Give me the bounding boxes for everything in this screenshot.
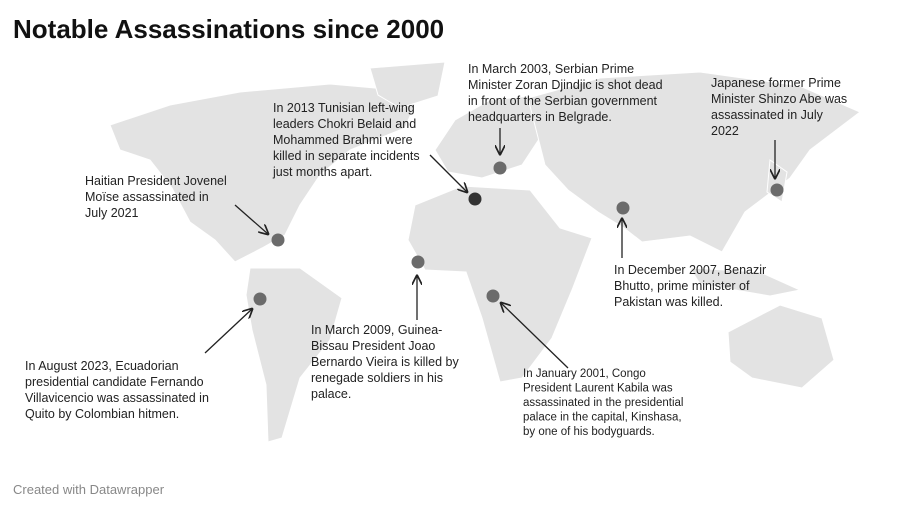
annotation-line: Villavicencio was assassinated in (25, 391, 209, 405)
annotation-line: in front of the Serbian government (468, 94, 658, 108)
annotation-line: presidential candidate Fernando (25, 375, 204, 389)
annotation-line: Minister Shinzo Abe was (711, 92, 847, 106)
footer: Created with Datawrapper (13, 482, 165, 497)
annotation-line: by one of his bodyguards. (523, 426, 655, 438)
annotation-line: Bernardo Vieira is killed by (311, 355, 460, 369)
annotation-line: assassinated in July (711, 108, 824, 122)
australia (727, 304, 835, 389)
annotation-line: Moïse assassinated in (85, 190, 209, 204)
annotation-line: Quito by Colombian hitmen. (25, 407, 179, 421)
annotation-line: Bhutto, prime minister of (614, 279, 750, 293)
location-marker (486, 289, 500, 303)
location-marker (468, 192, 482, 206)
location-marker (271, 233, 285, 247)
annotation-line: headquarters in Belgrade. (468, 110, 612, 124)
annotation-line: In December 2007, Benazir (614, 263, 766, 277)
arrow (234, 204, 268, 234)
europe (434, 95, 546, 179)
title: Notable Assassinations since 2000 (13, 14, 444, 44)
annotation-line: In 2013 Tunisian left-wing (273, 101, 415, 115)
annotation-line: killed in separate incidents (273, 149, 420, 163)
annotation: Haitian President Jovenel Moïse assassina… (85, 174, 268, 234)
arrow (204, 309, 252, 354)
annotation-line: July 2021 (85, 206, 139, 220)
annotation-line: Bissau President Joao (311, 339, 435, 353)
annotation-line: Japanese former Prime (711, 76, 841, 90)
asia (527, 71, 861, 253)
annotation: In March 2009, Guinea- Bissau President J… (311, 276, 460, 401)
annotation: In August 2023, Ecuadorian presidential c… (25, 309, 252, 421)
location-marker (493, 161, 507, 175)
annotation-line: In January 2001, Congo (523, 368, 646, 380)
location-marker (253, 292, 267, 306)
greenland (369, 61, 446, 109)
location-marker (770, 183, 784, 197)
annotation-line: Mohammed Brahmi were (273, 133, 413, 147)
annotation: In January 2001, Congo President Laurent … (501, 303, 683, 438)
annotation-line: palace. (311, 387, 351, 401)
annotation: In March 2003, Serbian Prime Minister Zor… (468, 62, 663, 154)
arrow (501, 303, 569, 369)
annotation-line: assassinated in the presidential (523, 397, 683, 409)
location-marker (411, 255, 425, 269)
annotation-line: Haitian President Jovenel (85, 174, 227, 188)
indonesia (689, 267, 802, 297)
annotation-line: Pakistan was killed. (614, 295, 723, 309)
annotation-line: Minister Zoran Djindjic is shot dead (468, 78, 663, 92)
annotation-line: In March 2009, Guinea- (311, 323, 442, 337)
annotation-line: 2022 (711, 124, 739, 138)
land-masses (109, 61, 861, 443)
annotation: In December 2007, Benazir Bhutto, prime m… (614, 219, 766, 309)
africa (407, 185, 593, 383)
annotation-line: In March 2003, Serbian Prime (468, 62, 634, 76)
annotation-line: President Laurent Kabila was (523, 383, 673, 395)
annotation: Japanese former Prime Minister Shinzo Abe… (711, 76, 847, 178)
annotation: In 2013 Tunisian left-wing leaders Chokri… (272, 101, 467, 192)
annotation-line: renegade soldiers in his (311, 371, 443, 385)
markers (253, 161, 784, 306)
annotation-line: palace in the capital, Kinshasa, (523, 412, 682, 424)
annotation-line: just months apart. (272, 165, 372, 179)
annotation-line: leaders Chokri Belaid and (273, 117, 416, 131)
annotations: Notable Assassinations since 2000 Created… (13, 14, 847, 497)
north-america (109, 83, 421, 263)
location-marker (616, 201, 630, 215)
annotation-line: In August 2023, Ecuadorian (25, 359, 179, 373)
arrow (429, 154, 467, 192)
